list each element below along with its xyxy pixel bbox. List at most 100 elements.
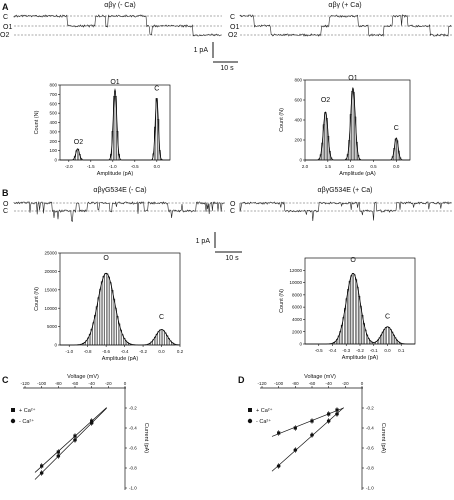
x-tick-label: -0.4 [329,348,337,353]
panel-a-right-title: αβγ (+ Ca) [328,2,361,9]
panel-d-letter: D [238,375,245,385]
data-point-square [335,408,339,412]
y-tick-label: 10000 [289,280,302,285]
histogram-bar [97,297,100,346]
data-point-square [277,431,281,435]
y-tick-label: 10000 [44,306,57,311]
regression-line [271,407,344,437]
y-axis-title: Count (N) [279,289,285,313]
trace-level-label: O [230,201,236,208]
y-tick-label: 500 [49,111,57,116]
y-tick-label: -0.8 [366,466,374,471]
y-tick-label: 800 [294,78,302,83]
data-point-circle [73,438,77,442]
y-tick-label: -0.2 [129,406,137,411]
y-axis-title: Count (N) [279,108,285,132]
gaussian-fit-curve [60,272,180,346]
y-tick-label: -1.0 [366,486,374,491]
x-axis-title: Amplitude (pA) [342,355,379,361]
current-trace [13,200,225,222]
x-tick-label: -1.5 [87,164,95,169]
regression-line [34,407,107,473]
y-tick-label: -0.6 [129,446,137,451]
x-tick-label: 1.5 [325,164,332,169]
peak-label: C [394,125,399,132]
x-tick-label: 0.5 [370,164,377,169]
x-tick-label: -0.8 [84,349,92,354]
histogram-bar [106,273,109,346]
y-tick-label: -0.4 [366,426,374,431]
data-point-circle [56,454,61,458]
histogram-bar [159,329,162,346]
x-axis-title: Amplitude (pA) [102,356,139,362]
panel-b-right-title: αβγG534E (+ Ca) [318,187,373,194]
legend-circle-marker [247,418,253,424]
y-tick-label: -0.4 [129,426,137,431]
x-tick-label: -1.0 [65,349,73,354]
x-tick-label: 1.0 [348,164,355,169]
x-tick-label: -20 [342,381,349,386]
y-tick-label: 800 [49,83,57,88]
y-tick-label: 700 [49,92,57,97]
peak-label: C [385,314,390,321]
peak-label: O [350,257,356,264]
scale-time-label: 10 s [220,65,234,72]
data-point-circle [293,448,298,452]
y-tick-label: 200 [294,138,302,143]
x-tick-label: -0.5 [315,348,323,353]
peak-label: O1 [348,75,357,82]
legend-label: - Ca²⁺ [256,418,271,425]
x-tick-label: -100 [274,381,284,386]
panel-b-left-title: αβγG534E (- Ca) [93,187,146,194]
y-tick-label: 0 [54,158,57,163]
data-point-circle [326,419,331,423]
x-tick-label: 0.1 [398,348,405,353]
x-tick-label: 0.0 [384,348,391,353]
x-tick-label: 0.0 [154,164,161,169]
legend-label: + Ca²⁺ [19,407,36,414]
iv-plot-c: -120 -100 -80 -60 -40 -20 0 -0.2 -0.4 -0.6 -0.8 -1.… [10,374,149,491]
histogram-b-right: -0.5 -0.4 -0.3 -0.2 -0.1 0.0 0.1 0 2000 4000 6000 8… [279,257,416,361]
panel-b-right-trace [239,201,452,222]
y-tick-label: 200 [49,139,57,144]
x-tick-label: -60 [309,381,316,386]
x-tick-label: 0.2 [177,349,184,354]
x-tick-label: 0 [124,381,127,386]
y-tick-label: 8000 [292,292,303,297]
histogram-a-right: 2.0 1.5 1.0 0.5 0.0 0 200 400 600 800 Amplitude (p… [279,75,411,177]
peak-label: C [154,86,159,93]
y-tick-label: 300 [49,129,57,134]
y-tick-label: 2000 [292,329,303,334]
x-axis-title: Voltage (mV) [304,374,336,380]
y-tick-label: 400 [49,120,57,125]
y-tick-label: 6000 [292,305,303,310]
panel-b-left-trace-labels: O C [3,201,9,215]
y-tick-label: 400 [294,118,302,123]
histogram-bar [107,276,110,346]
trace-level-label: C [230,208,235,215]
histogram-b-left: -1.0 -0.8 -0.6 -0.4 -0.2 0.0 0.2 0 5000 10000 1500… [34,251,184,362]
data-point-square [40,464,44,468]
panel-b-scale-bar: 1 pA 10 s [196,232,242,262]
histogram-bar [104,273,107,346]
x-tick-label: -100 [37,381,47,386]
y-tick-label: 15000 [44,287,57,292]
histogram-bar [111,290,114,346]
panel-c-letter: C [2,375,9,385]
x-tick-label: 0 [361,381,364,386]
y-tick-label: 0 [299,158,302,163]
legend-label: + Ca²⁺ [256,407,273,414]
x-tick-label: -2.0 [65,164,73,169]
current-trace [13,14,222,37]
panel-a-scale-bar: 1 pA 10 s [194,42,238,72]
panel-a-right-trace-labels: C O1 O2 [228,14,239,39]
trace-level-label: O [3,201,9,208]
x-tick-label: -0.4 [121,349,129,354]
x-tick-label: -40 [325,381,332,386]
x-tick-label: -20 [105,381,112,386]
x-tick-label: -80 [292,381,299,386]
data-point-square [327,412,331,416]
y-tick-label: 0 [54,343,57,348]
x-tick-label: -0.2 [139,349,147,354]
trace-level-label: O2 [228,32,237,39]
